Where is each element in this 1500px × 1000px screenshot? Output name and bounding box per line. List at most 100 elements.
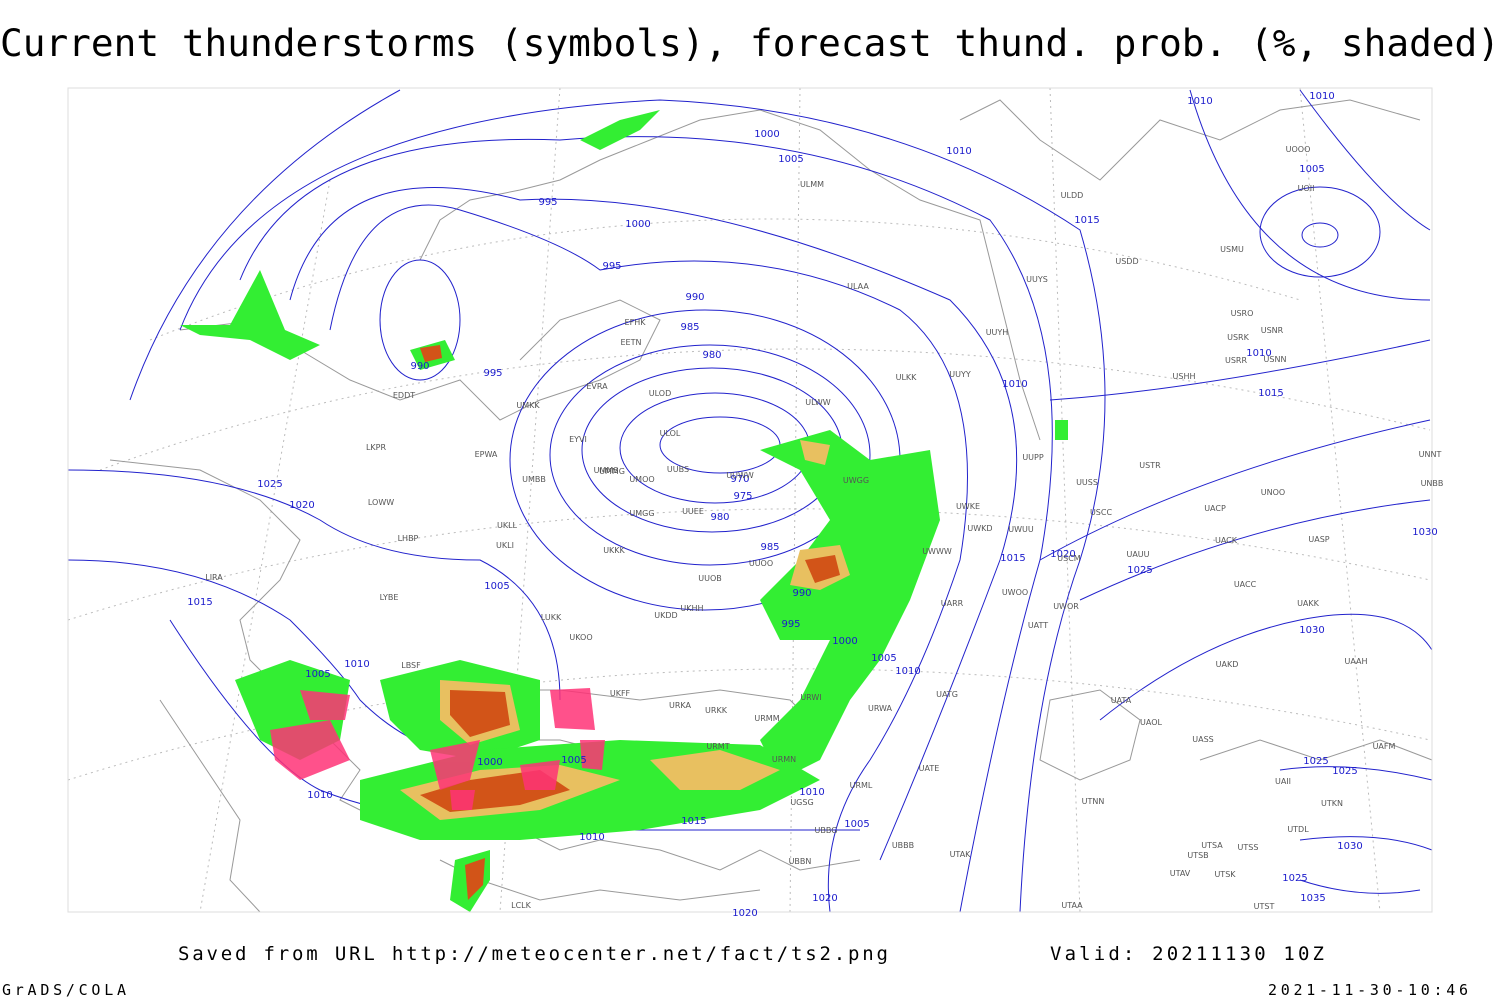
isobar-label: 1010 xyxy=(344,659,369,670)
isobar-label: 1000 xyxy=(832,636,857,647)
station-label: UMGG xyxy=(629,509,654,518)
station-label: EPWA xyxy=(475,450,498,459)
station-label: UARR xyxy=(941,599,964,608)
station-label: USCM xyxy=(1057,554,1081,563)
station-label: UTNN xyxy=(1082,797,1105,806)
station-label: UUPP xyxy=(1022,453,1044,462)
station-label: UACC xyxy=(1234,580,1257,589)
station-label: UKFF xyxy=(610,689,631,698)
station-label: UWUU xyxy=(1008,525,1034,534)
station-label: EYVI xyxy=(569,435,587,444)
station-label: URKA xyxy=(669,701,692,710)
isobar-label: 1025 xyxy=(1303,756,1328,767)
station-label: UAAH xyxy=(1344,657,1367,666)
station-label: UATA xyxy=(1111,696,1132,705)
software: GrADS/COLA xyxy=(2,981,126,999)
station-label: UKLL xyxy=(497,521,518,530)
station-label: URMT xyxy=(706,742,729,751)
station-label: UNOO xyxy=(1261,488,1285,497)
station-label: UASS xyxy=(1192,735,1213,744)
station-label: LCLK xyxy=(511,901,532,910)
station-label: USHH xyxy=(1173,372,1196,381)
station-label: UATT xyxy=(1028,621,1048,630)
station-label: UACP xyxy=(1204,504,1226,513)
station-label: UWKE xyxy=(956,502,980,511)
station-label: UUYS xyxy=(1026,275,1048,284)
station-label: UTSS xyxy=(1238,843,1259,852)
station-label: UKLI xyxy=(496,541,514,550)
station-label: UACK xyxy=(1215,536,1238,545)
isobar-label: 1020 xyxy=(289,500,314,511)
station-label: UKKK xyxy=(603,546,625,555)
isobar-label: 1010 xyxy=(579,832,604,843)
station-label: UMKK xyxy=(516,401,540,410)
isobar-label: 1015 xyxy=(1258,388,1283,399)
station-label: UKOO xyxy=(569,633,592,642)
map-frame xyxy=(67,87,1433,913)
isobar-label: 1005 xyxy=(305,669,330,680)
isobar-label: 1010 xyxy=(1246,348,1271,359)
station-label: UUSS xyxy=(1076,478,1098,487)
station-label: UOII xyxy=(1298,184,1315,193)
station-label: UMMG xyxy=(599,467,625,476)
station-label: UMOO xyxy=(629,475,654,484)
station-label: ULAA xyxy=(847,282,869,291)
station-label: UUOO xyxy=(749,559,773,568)
station-label: UAKD xyxy=(1216,660,1239,669)
isobar-label: 990 xyxy=(685,292,704,303)
isobar-label: 1025 xyxy=(257,479,282,490)
station-label: UOOO xyxy=(1286,145,1311,154)
station-label: UNNT xyxy=(1419,450,1442,459)
station-label: LYBE xyxy=(380,593,399,602)
station-label: LOWW xyxy=(368,498,394,507)
isobar-label: 1030 xyxy=(1337,841,1362,852)
station-label: UTSK xyxy=(1214,870,1236,879)
isobar-label: 980 xyxy=(710,512,729,523)
isobar-labels: 1010 1010 1000 1005 1010 995 1000 1005 1015 995 99… xyxy=(187,91,1437,919)
station-label: UTDL xyxy=(1287,825,1309,834)
isobar-label: 995 xyxy=(538,197,557,208)
isobar-label: 1015 xyxy=(187,597,212,608)
station-label: UAUU xyxy=(1126,550,1149,559)
station-label: UWWW xyxy=(922,547,952,556)
station-label: ULOL xyxy=(660,429,681,438)
station-label: UGSG xyxy=(790,798,813,807)
isobar-label: 1010 xyxy=(799,787,824,798)
station-label: LIRA xyxy=(205,573,223,582)
station-label: UAII xyxy=(1275,777,1291,786)
station-label: UWGG xyxy=(843,476,869,485)
isobar-label: 985 xyxy=(760,542,779,553)
station-label: UAKK xyxy=(1297,599,1320,608)
isobar-label: 995 xyxy=(602,261,621,272)
station-label: UTKN xyxy=(1321,799,1343,808)
station-label: USNN xyxy=(1264,355,1287,364)
isobar-label: 1025 xyxy=(1332,766,1357,777)
isobar-label: 1005 xyxy=(778,154,803,165)
station-label: LHBP xyxy=(398,534,419,543)
station-label: URWI xyxy=(800,693,821,702)
isobar-label: 985 xyxy=(680,322,699,333)
station-label: UWOR xyxy=(1053,602,1079,611)
station-label: UKDD xyxy=(654,611,677,620)
station-label: UKHH xyxy=(680,604,703,613)
station-label: ULOD xyxy=(649,389,671,398)
isobar-label: 1000 xyxy=(477,757,502,768)
isobar-label: 1005 xyxy=(871,653,896,664)
station-label: UUYH xyxy=(986,328,1009,337)
station-label: UBBG xyxy=(815,826,838,835)
isobar-label: 1020 xyxy=(732,908,757,919)
isobar-label: 1010 xyxy=(895,666,920,677)
isobar-label: 1005 xyxy=(484,581,509,592)
station-label: LBSF xyxy=(401,661,421,670)
isobar-label: 1020 xyxy=(1050,549,1075,560)
isobar-label: 1010 xyxy=(307,790,332,801)
station-label: UUEE xyxy=(682,507,704,516)
station-label: URMN xyxy=(772,755,796,764)
station-label: EDDT xyxy=(393,391,415,400)
station-label: UAOL xyxy=(1140,718,1162,727)
isobar-label: 1020 xyxy=(812,893,837,904)
station-label: UWKD xyxy=(967,524,992,533)
station-label: LKPR xyxy=(366,443,387,452)
station-label: URWA xyxy=(868,704,893,713)
station-label: URMM xyxy=(754,714,779,723)
